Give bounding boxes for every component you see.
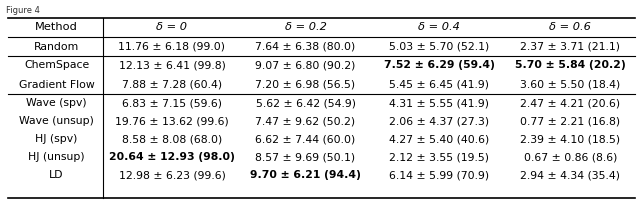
Text: 3.60 ± 5.50 (18.4): 3.60 ± 5.50 (18.4) (520, 80, 621, 89)
Text: 5.62 ± 6.42 (54.9): 5.62 ± 6.42 (54.9) (255, 98, 355, 108)
Text: δ = 0.4: δ = 0.4 (418, 22, 460, 33)
Text: HJ (spv): HJ (spv) (35, 134, 78, 144)
Text: 2.39 ± 4.10 (18.5): 2.39 ± 4.10 (18.5) (520, 134, 621, 144)
Text: 11.76 ± 6.18 (99.0): 11.76 ± 6.18 (99.0) (118, 42, 225, 51)
Text: 12.13 ± 6.41 (99.8): 12.13 ± 6.41 (99.8) (118, 60, 225, 71)
Text: Wave (spv): Wave (spv) (26, 98, 87, 108)
Text: 5.03 ± 5.70 (52.1): 5.03 ± 5.70 (52.1) (389, 42, 489, 51)
Text: 7.52 ± 6.29 (59.4): 7.52 ± 6.29 (59.4) (383, 60, 495, 71)
Text: 4.31 ± 5.55 (41.9): 4.31 ± 5.55 (41.9) (389, 98, 489, 108)
Text: 20.64 ± 12.93 (98.0): 20.64 ± 12.93 (98.0) (109, 152, 235, 162)
Text: 5.45 ± 6.45 (41.9): 5.45 ± 6.45 (41.9) (389, 80, 489, 89)
Text: 19.76 ± 13.62 (99.6): 19.76 ± 13.62 (99.6) (115, 116, 229, 126)
Text: 2.37 ± 3.71 (21.1): 2.37 ± 3.71 (21.1) (520, 42, 620, 51)
Text: 0.67 ± 0.86 (8.6): 0.67 ± 0.86 (8.6) (524, 152, 617, 162)
Text: LD: LD (49, 171, 64, 181)
Text: Wave (unsup): Wave (unsup) (19, 116, 94, 126)
Text: δ = 0.6: δ = 0.6 (550, 22, 591, 33)
Text: 5.70 ± 5.84 (20.2): 5.70 ± 5.84 (20.2) (515, 60, 626, 71)
Text: 4.27 ± 5.40 (40.6): 4.27 ± 5.40 (40.6) (389, 134, 489, 144)
Text: 8.57 ± 9.69 (50.1): 8.57 ± 9.69 (50.1) (255, 152, 356, 162)
Text: 7.47 ± 9.62 (50.2): 7.47 ± 9.62 (50.2) (255, 116, 356, 126)
Text: δ = 0.2: δ = 0.2 (285, 22, 326, 33)
Text: ChemSpace: ChemSpace (24, 60, 89, 71)
Text: Random: Random (34, 42, 79, 51)
Text: 7.20 ± 6.98 (56.5): 7.20 ± 6.98 (56.5) (255, 80, 356, 89)
Text: 7.88 ± 7.28 (60.4): 7.88 ± 7.28 (60.4) (122, 80, 222, 89)
Text: Gradient Flow: Gradient Flow (19, 80, 95, 89)
Text: Method: Method (35, 22, 78, 33)
Text: 6.14 ± 5.99 (70.9): 6.14 ± 5.99 (70.9) (389, 171, 489, 181)
Text: 2.06 ± 4.37 (27.3): 2.06 ± 4.37 (27.3) (389, 116, 489, 126)
Text: 2.47 ± 4.21 (20.6): 2.47 ± 4.21 (20.6) (520, 98, 621, 108)
Text: δ = 0: δ = 0 (156, 22, 188, 33)
Text: 2.94 ± 4.34 (35.4): 2.94 ± 4.34 (35.4) (520, 171, 620, 181)
Text: HJ (unsup): HJ (unsup) (28, 152, 85, 162)
Text: 9.07 ± 6.80 (90.2): 9.07 ± 6.80 (90.2) (255, 60, 356, 71)
Text: 9.70 ± 6.21 (94.4): 9.70 ± 6.21 (94.4) (250, 171, 361, 181)
Text: 6.62 ± 7.44 (60.0): 6.62 ± 7.44 (60.0) (255, 134, 356, 144)
Text: 2.12 ± 3.55 (19.5): 2.12 ± 3.55 (19.5) (389, 152, 489, 162)
Text: Figure 4: Figure 4 (6, 6, 40, 15)
Text: 0.77 ± 2.21 (16.8): 0.77 ± 2.21 (16.8) (520, 116, 621, 126)
Text: 12.98 ± 6.23 (99.6): 12.98 ± 6.23 (99.6) (118, 171, 225, 181)
Text: 8.58 ± 8.08 (68.0): 8.58 ± 8.08 (68.0) (122, 134, 222, 144)
Text: 6.83 ± 7.15 (59.6): 6.83 ± 7.15 (59.6) (122, 98, 222, 108)
Text: 7.64 ± 6.38 (80.0): 7.64 ± 6.38 (80.0) (255, 42, 356, 51)
